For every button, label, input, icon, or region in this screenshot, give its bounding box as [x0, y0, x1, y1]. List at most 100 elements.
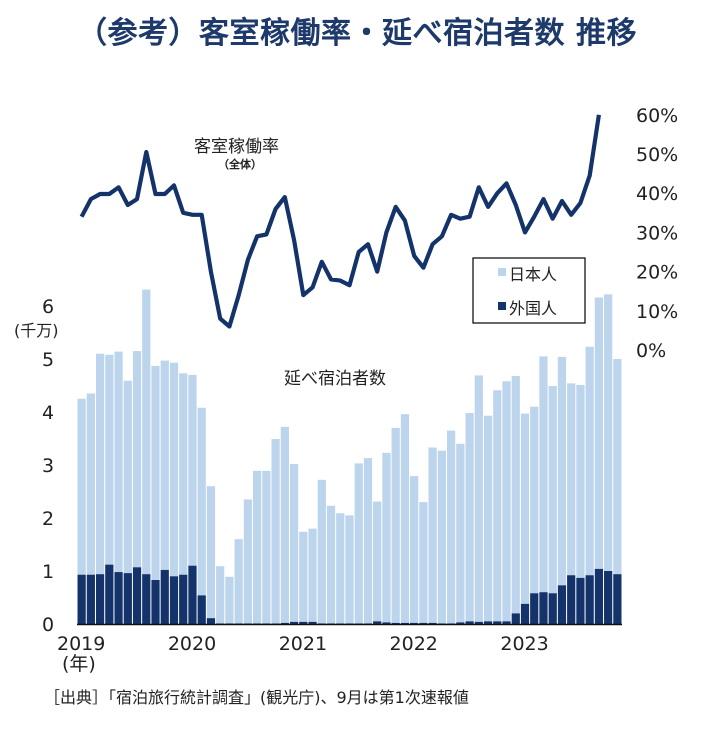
bar-japanese [253, 470, 262, 624]
bar-foreign [585, 575, 594, 624]
right-tick-label: 20% [636, 262, 678, 284]
bar-foreign [530, 593, 539, 624]
bar-japanese [585, 346, 594, 576]
bar-foreign [151, 580, 160, 624]
bar-foreign [604, 571, 613, 624]
bar-foreign [539, 592, 548, 624]
x-tick-label: 2023 [500, 633, 548, 655]
legend-label-japanese: 日本人 [509, 265, 557, 284]
bar-japanese [289, 463, 299, 622]
bar-japanese [354, 463, 363, 624]
bar-foreign [253, 623, 262, 624]
right-tick-label: 10% [636, 301, 678, 323]
bar-foreign [363, 623, 373, 624]
legend-swatch-foreign [498, 302, 506, 310]
legend-swatch-japanese [498, 268, 506, 276]
bar-foreign [77, 574, 86, 624]
bar-foreign [373, 621, 382, 624]
bar-japanese [493, 390, 502, 622]
y-unit-label: (千万) [14, 321, 59, 340]
bar-japanese [613, 359, 622, 575]
bar-series-group [77, 289, 622, 626]
bar-japanese [317, 479, 326, 624]
bar-foreign [336, 623, 345, 624]
chart-title: （参考）客室稼働率・延べ宿泊者数 推移 [77, 16, 637, 51]
bar-foreign [95, 574, 105, 624]
bar-annotation: 延べ宿泊者数 [284, 369, 386, 389]
bar-foreign [548, 593, 557, 624]
bar-foreign [326, 623, 336, 624]
bar-foreign [86, 574, 95, 624]
bar-foreign [299, 621, 308, 624]
source-note: ［出典］「宿泊旅行統計調査」(観光庁)、9月は第1次速報値 [44, 688, 469, 707]
left-tick-label: 0 [42, 614, 54, 636]
bar-japanese [336, 513, 345, 624]
bar-foreign [391, 622, 400, 624]
bar-japanese [419, 502, 428, 623]
bar-japanese [160, 360, 169, 570]
legend-label-foreign: 外国人 [509, 299, 557, 318]
bar-japanese [576, 384, 585, 578]
bar-foreign [345, 623, 354, 624]
bar-foreign [160, 569, 169, 624]
bar-japanese [114, 351, 123, 573]
bar-foreign [419, 622, 428, 624]
bar-foreign [142, 574, 151, 624]
bar-japanese [151, 365, 160, 581]
right-tick-label: 40% [636, 183, 678, 205]
x-unit-label: (年) [62, 653, 96, 675]
bar-japanese [271, 439, 280, 624]
bar-foreign [576, 577, 585, 624]
bar-foreign [169, 576, 179, 624]
bar-japanese [132, 351, 142, 568]
bar-foreign [483, 621, 493, 624]
bar-japanese [511, 375, 520, 614]
bar-japanese [86, 393, 95, 575]
bar-japanese [216, 566, 225, 624]
bar-foreign [317, 623, 326, 624]
bar-japanese [391, 427, 400, 623]
bar-japanese [363, 458, 373, 624]
bar-japanese [308, 528, 317, 622]
bar-japanese [197, 407, 206, 596]
bar-japanese [548, 386, 557, 594]
bar-foreign [234, 623, 243, 624]
bar-japanese [179, 373, 188, 575]
line-annotation: 客室稼働率 [194, 137, 279, 157]
bar-japanese [326, 505, 336, 624]
right-tick-label: 60% [636, 105, 678, 127]
bar-foreign [197, 595, 206, 624]
left-axis: 0 1 2 3 4 5 6 [42, 296, 54, 636]
bar-japanese [345, 515, 354, 624]
bar-japanese [530, 406, 539, 594]
bar-foreign [289, 621, 299, 624]
bar-japanese [520, 413, 530, 604]
bar-foreign [557, 585, 567, 624]
bar-foreign [493, 621, 502, 624]
left-tick-label: 1 [42, 561, 54, 583]
bar-foreign [179, 574, 188, 624]
bar-japanese [465, 413, 474, 622]
bar-japanese [95, 353, 105, 575]
bar-japanese [188, 374, 197, 566]
bar-foreign [354, 623, 363, 624]
bar-foreign [613, 574, 622, 624]
line-series-group [79, 114, 601, 329]
bar-japanese [483, 415, 493, 622]
right-tick-label: 0% [636, 340, 666, 362]
bar-japanese [400, 414, 410, 623]
left-tick-label: 3 [42, 455, 54, 477]
bar-foreign [271, 623, 280, 624]
bar-japanese [437, 450, 446, 624]
bar-foreign [410, 622, 419, 624]
bar-japanese [604, 294, 613, 571]
bar-foreign [437, 623, 446, 624]
legend-box [472, 257, 586, 324]
legend: 日本人 外国人 [472, 257, 586, 324]
bar-japanese [234, 539, 243, 624]
bar-foreign [594, 568, 604, 624]
bar-japanese [142, 289, 151, 575]
left-tick-label: 5 [42, 349, 54, 371]
x-axis: 2019 2020 2021 2022 2023 [57, 633, 549, 655]
bar-foreign [446, 623, 456, 624]
